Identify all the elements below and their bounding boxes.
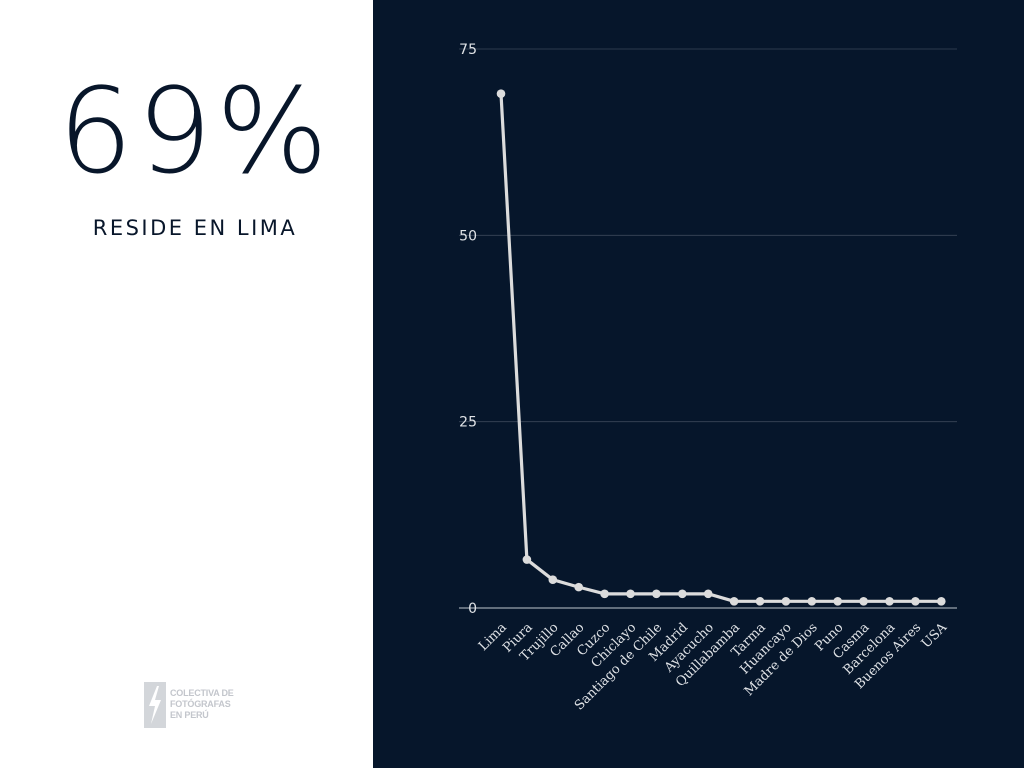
data-point [729,596,739,606]
data-point [548,575,558,584]
data-point [937,596,946,606]
data-point [885,596,894,606]
data-point [652,589,661,599]
series-line-layer [499,92,943,603]
data-point [781,596,791,606]
data-point [833,596,842,606]
data-point [859,596,868,606]
grid-layer [459,48,957,609]
data-point [600,589,609,599]
x-axis-labels: LimaPiuraTrujilloCallaoCuzcoChiclayoSant… [476,620,951,714]
y-tick-label: 25 [459,415,477,431]
logo-text: COLECTIVA DE FOTÓGRAFAS EN PERÚ [170,688,234,721]
highlight-caption: RESIDE EN LIMA [92,216,298,240]
data-point [522,555,532,564]
logo: COLECTIVA DE FOTÓGRAFAS EN PERÚ [144,682,244,728]
logo-line-3: EN PERÚ [170,710,209,720]
x-tick-label: USA [919,620,951,652]
logo-line-1: COLECTIVA DE [170,688,234,698]
highlight-value: 69% [57,62,333,200]
y-axis-ticks: 0 25 50 75 [459,42,477,617]
y-tick-label: 0 [468,601,477,617]
lightning-bolt-icon [144,682,166,728]
data-point [755,596,765,606]
y-tick-label: 50 [459,228,477,244]
data-points [496,89,946,606]
chart-panel: 0 25 50 75 Lima Piura Trujillo Callao Cuzco Chic… [373,0,1024,768]
data-point [703,589,713,599]
data-point [574,582,583,592]
data-point [807,596,817,606]
line-chart: 0 25 50 75 LimaPiuraTrujilloCallaoCuzcoChic… [459,42,957,714]
data-point [911,596,920,606]
data-point [678,589,687,599]
logo-line-2: FOTÓGRAFAS [170,699,231,709]
y-tick-label: 75 [459,42,477,58]
data-point [626,589,635,599]
series-line [499,92,943,603]
summary-panel: 69% RESIDE EN LIMA COLECTIVA DE FOTÓGRAF… [0,0,373,768]
data-point [496,89,506,99]
